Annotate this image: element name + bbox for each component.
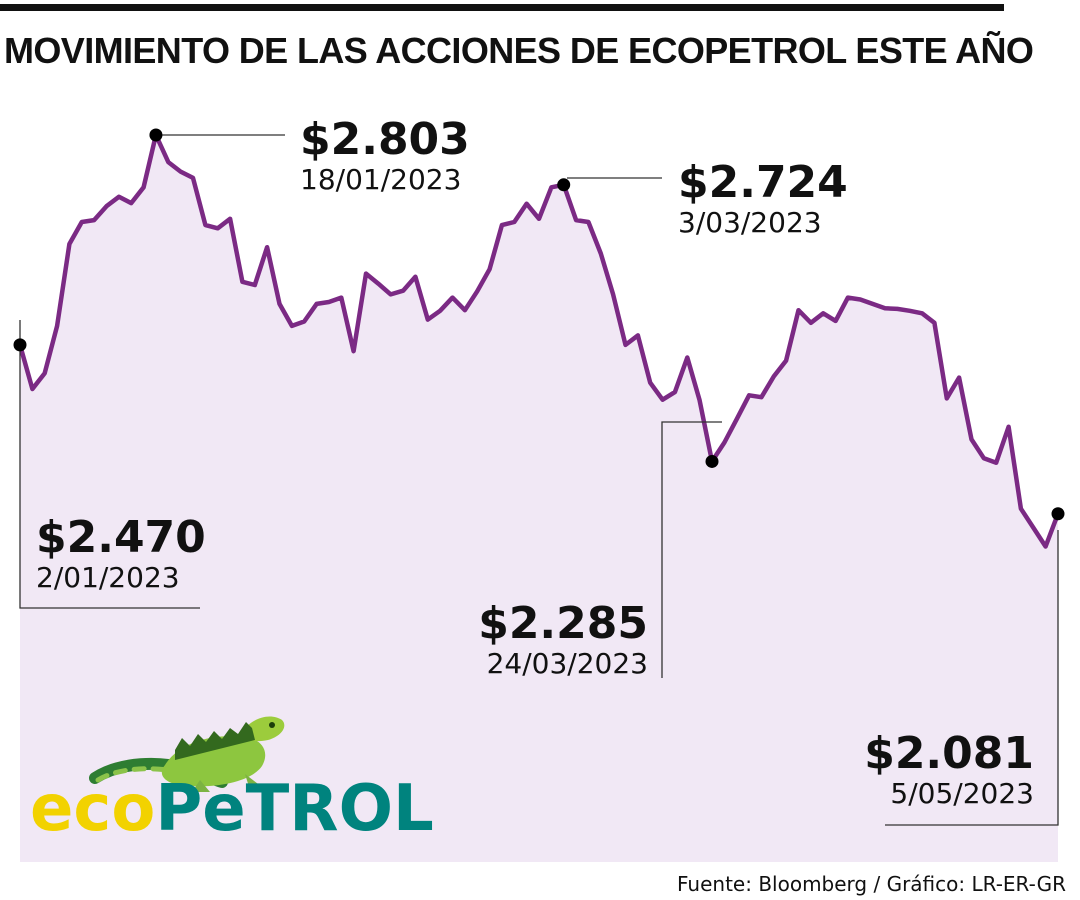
ecopetrol-logo: ecoPeTROL bbox=[30, 716, 434, 846]
callout-leader bbox=[661, 421, 722, 678]
data-point bbox=[705, 454, 719, 468]
callout-price: $2.724 bbox=[678, 157, 848, 208]
data-point bbox=[149, 128, 163, 142]
callout-date: 3/03/2023 bbox=[678, 206, 822, 239]
iguana-icon bbox=[89, 716, 285, 792]
callout-price: $2.081 bbox=[864, 728, 1034, 779]
callout-date: 18/01/2023 bbox=[300, 163, 461, 196]
callout-date: 2/01/2023 bbox=[36, 561, 180, 594]
callout-leader bbox=[885, 530, 1059, 826]
data-point bbox=[557, 178, 571, 192]
ecopetrol-wordmark: ecoPeTROL bbox=[30, 772, 434, 846]
callout-price: $2.285 bbox=[478, 598, 648, 649]
callout-leader bbox=[19, 320, 200, 609]
callout-price: $2.803 bbox=[300, 114, 470, 165]
logo-part-eco: eco bbox=[30, 772, 155, 846]
callout-date: 5/05/2023 bbox=[890, 777, 1034, 810]
callout-price: $2.470 bbox=[36, 512, 206, 563]
data-point bbox=[13, 338, 27, 352]
price-line bbox=[17, 132, 1061, 549]
callout-date: 24/03/2023 bbox=[487, 647, 648, 680]
logo-part-petrol: PeTROL bbox=[155, 772, 433, 846]
chart-title: MOVIMIENTO DE LAS ACCIONES DE ECOPETROL … bbox=[4, 30, 1034, 71]
data-point bbox=[1051, 507, 1065, 521]
source-note: Fuente: Bloomberg / Gráfico: LR-ER-GR bbox=[677, 872, 1066, 896]
top-rule bbox=[0, 4, 1004, 11]
